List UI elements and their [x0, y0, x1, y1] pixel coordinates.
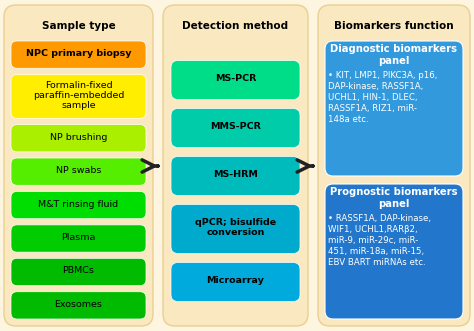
Text: NPC primary biopsy: NPC primary biopsy	[26, 49, 131, 58]
FancyBboxPatch shape	[325, 41, 463, 176]
Text: MS-PCR: MS-PCR	[215, 74, 256, 83]
Text: M&T rinsing fluid: M&T rinsing fluid	[38, 200, 118, 209]
FancyBboxPatch shape	[11, 124, 146, 152]
Text: MMS-PCR: MMS-PCR	[210, 122, 261, 131]
Text: • KIT, LMP1, PIKC3A, p16,
DAP-kinase, RASSF1A,
UCHL1, HIN-1, DLEC,
RASSF1A, RIZ1: • KIT, LMP1, PIKC3A, p16, DAP-kinase, RA…	[328, 71, 438, 124]
Text: Biomarkers function: Biomarkers function	[334, 21, 454, 31]
FancyBboxPatch shape	[171, 61, 300, 100]
FancyBboxPatch shape	[11, 292, 146, 319]
FancyBboxPatch shape	[318, 5, 470, 326]
Text: Plasma: Plasma	[61, 233, 96, 242]
FancyBboxPatch shape	[11, 74, 146, 118]
FancyBboxPatch shape	[171, 262, 300, 302]
FancyBboxPatch shape	[163, 5, 308, 326]
FancyBboxPatch shape	[11, 158, 146, 185]
FancyBboxPatch shape	[171, 157, 300, 196]
FancyBboxPatch shape	[11, 225, 146, 252]
FancyBboxPatch shape	[11, 258, 146, 286]
Text: Detection method: Detection method	[182, 21, 289, 31]
FancyBboxPatch shape	[171, 205, 300, 254]
FancyBboxPatch shape	[171, 109, 300, 148]
Text: MS-HRM: MS-HRM	[213, 170, 258, 179]
Text: Microarray: Microarray	[207, 276, 264, 285]
Text: Exosomes: Exosomes	[55, 300, 102, 309]
FancyBboxPatch shape	[11, 191, 146, 219]
FancyBboxPatch shape	[325, 184, 463, 319]
Text: PBMCs: PBMCs	[63, 266, 94, 275]
Text: Formalin-fixed
paraffin-embedded
sample: Formalin-fixed paraffin-embedded sample	[33, 80, 124, 110]
FancyBboxPatch shape	[4, 5, 153, 326]
Text: NP swabs: NP swabs	[56, 166, 101, 175]
Text: Sample type: Sample type	[42, 21, 115, 31]
Text: NP brushing: NP brushing	[50, 133, 107, 142]
Text: qPCR; bisulfide
conversion: qPCR; bisulfide conversion	[195, 218, 276, 237]
Text: Prognostic biomarkers
panel: Prognostic biomarkers panel	[330, 187, 458, 209]
FancyBboxPatch shape	[11, 41, 146, 68]
Text: • RASSF1A, DAP-kinase,
WIF1, UCHL1,RARβ2,
miR-9, miR-29c, miR-
451, miR-18a, miR: • RASSF1A, DAP-kinase, WIF1, UCHL1,RARβ2…	[328, 214, 431, 267]
Text: Diagnostic biomarkers
panel: Diagnostic biomarkers panel	[330, 44, 457, 66]
